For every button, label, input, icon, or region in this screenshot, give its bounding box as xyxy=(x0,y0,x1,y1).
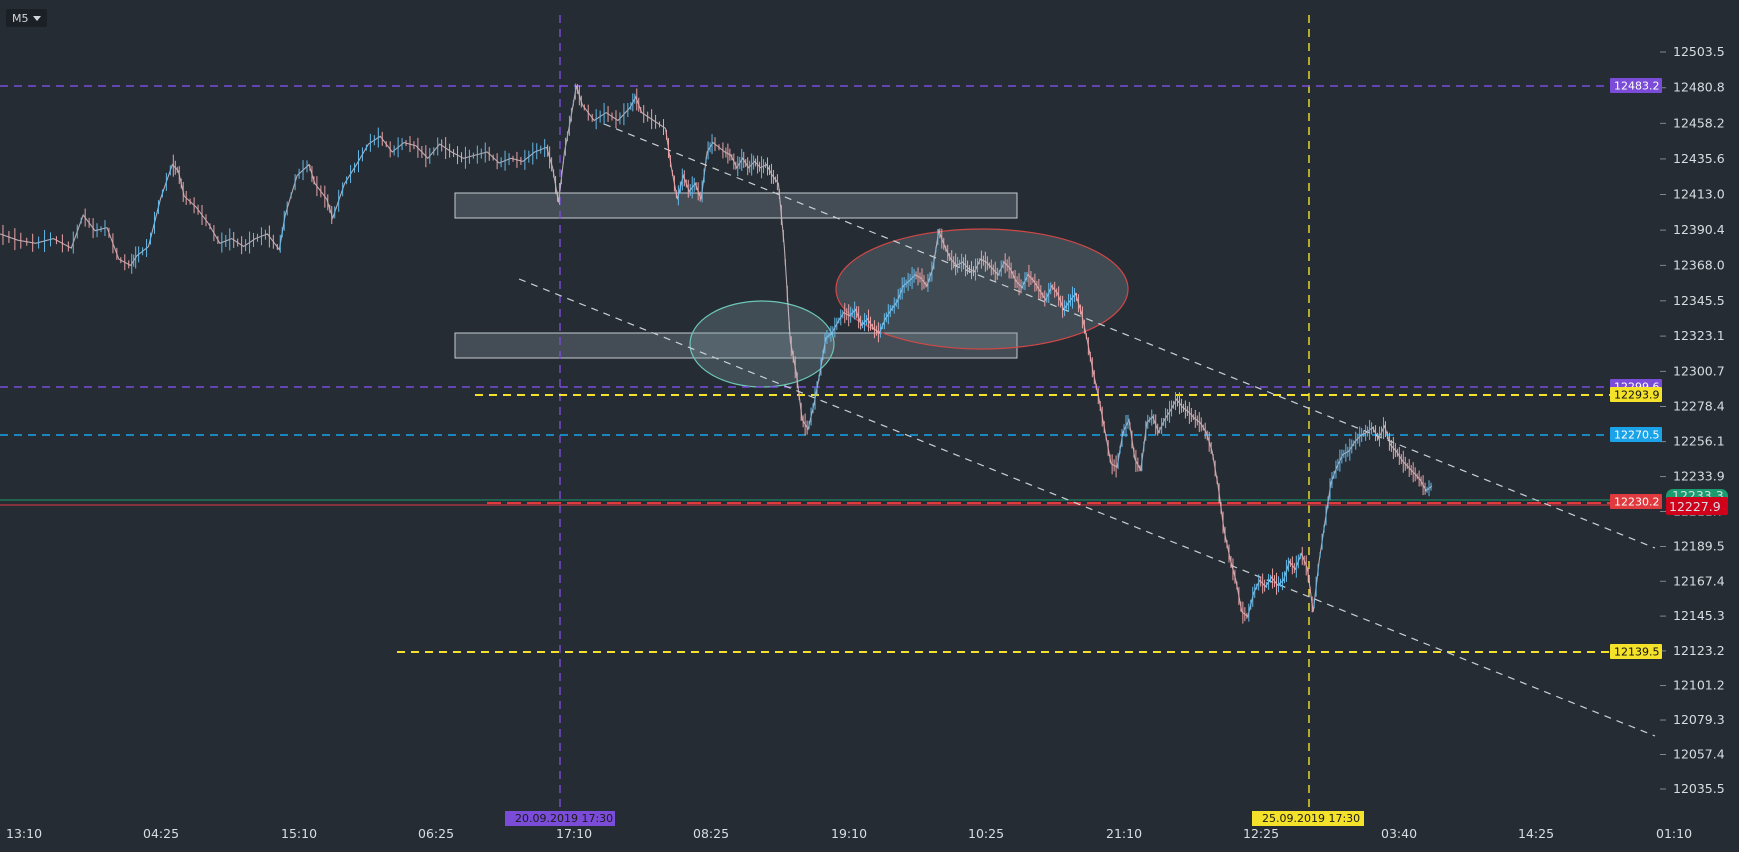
level-tag: 12483.2 xyxy=(1614,80,1660,93)
y-tick-label: 12079.3 xyxy=(1673,712,1725,727)
y-tick-label: 12035.5 xyxy=(1673,781,1725,796)
y-tick-label: 12278.4 xyxy=(1673,398,1725,413)
price-line-layer xyxy=(0,83,1433,624)
chevron-down-icon xyxy=(32,15,41,21)
time-axis[interactable]: 13:10 04:25 15:10 06:25 17:10 08:25 19:10 10:25… xyxy=(6,826,1692,841)
zone-layer xyxy=(454,192,1129,388)
horizontal-level-layer xyxy=(0,85,1610,653)
current-price-tag: 12227.9 xyxy=(1669,499,1721,514)
y-tick-label: 12480.8 xyxy=(1673,80,1725,95)
y-tick-label: 12300.7 xyxy=(1673,363,1725,378)
timeframe-label: M5 xyxy=(12,11,29,25)
x-tick-label: 21:10 xyxy=(1106,826,1142,841)
date-tag-bg xyxy=(1252,811,1364,826)
y-tick-label: 12145.3 xyxy=(1673,608,1725,623)
y-tick-label: 12368.0 xyxy=(1673,257,1725,272)
current-price-tag-bg xyxy=(1666,497,1728,515)
date-tag: 20.09.2019 17:30 xyxy=(515,812,613,825)
y-tick-label: 12323.1 xyxy=(1673,328,1725,343)
demand-zone-rect xyxy=(454,332,1018,359)
x-tick-label: 01:10 xyxy=(1656,826,1692,841)
y-tick-label: 12345.5 xyxy=(1673,293,1725,308)
level-tag: 12139.5 xyxy=(1614,646,1660,659)
level-tag: 12230.2 xyxy=(1614,496,1660,509)
y-tick-label: 12189.5 xyxy=(1673,538,1725,553)
date-tag: 25.09.2019 17:30 xyxy=(1262,812,1360,825)
date-tag-bg xyxy=(505,811,615,826)
level-tag-bg xyxy=(1610,78,1662,93)
x-tick-label: 04:25 xyxy=(143,826,179,841)
x-tick-label: 19:10 xyxy=(831,826,867,841)
y-tick-label: 12057.4 xyxy=(1673,747,1725,762)
x-tick-label: 15:10 xyxy=(281,826,317,841)
level-tag: 12270.5 xyxy=(1614,429,1660,442)
x-tick-label: 12:25 xyxy=(1243,826,1279,841)
x-tick-label: 14:25 xyxy=(1518,826,1554,841)
x-tick-label: 10:25 xyxy=(968,826,1004,841)
supply-zone-rect xyxy=(454,192,1018,219)
timeframe-selector[interactable]: M5 xyxy=(6,9,47,27)
y-tick-label: 12390.4 xyxy=(1673,222,1725,237)
level-tag-bg xyxy=(1610,644,1662,659)
y-tick-label: 12101.2 xyxy=(1673,678,1725,693)
level-tag-bg xyxy=(1610,387,1662,402)
y-tick-label: 12503.5 xyxy=(1673,44,1725,59)
y-tick-label: 12256.1 xyxy=(1673,434,1725,449)
level-tag-bg xyxy=(1610,427,1662,442)
price-tag-layer: 12483.212299.612293.912270.512230.212139… xyxy=(505,78,1728,826)
x-tick-label: 13:10 xyxy=(6,826,42,841)
level-tag-bg xyxy=(1610,494,1662,509)
x-tick-label: 08:25 xyxy=(693,826,729,841)
y-tick-label: 12167.4 xyxy=(1673,573,1725,588)
distribution-ellipse xyxy=(835,228,1129,350)
y-tick-label: 12233.9 xyxy=(1673,469,1725,484)
y-tick-label: 12435.6 xyxy=(1673,151,1725,166)
consolidation-ellipse xyxy=(689,300,835,388)
price-axis[interactable]: 12503.5 12480.8 12458.2 12435.6 12413.0 12390… xyxy=(1660,44,1725,796)
level-tag: 12293.9 xyxy=(1614,389,1660,402)
y-tick-label: 12123.2 xyxy=(1673,643,1725,658)
x-tick-label: 03:40 xyxy=(1381,826,1417,841)
x-tick-label: 06:25 xyxy=(418,826,454,841)
x-tick-label: 17:10 xyxy=(556,826,592,841)
lower-channel-trendline xyxy=(518,278,1656,737)
y-tick-label: 12458.2 xyxy=(1673,115,1725,130)
vertical-marker-layer xyxy=(559,15,1310,815)
y-tick-label: 12413.0 xyxy=(1673,187,1725,202)
